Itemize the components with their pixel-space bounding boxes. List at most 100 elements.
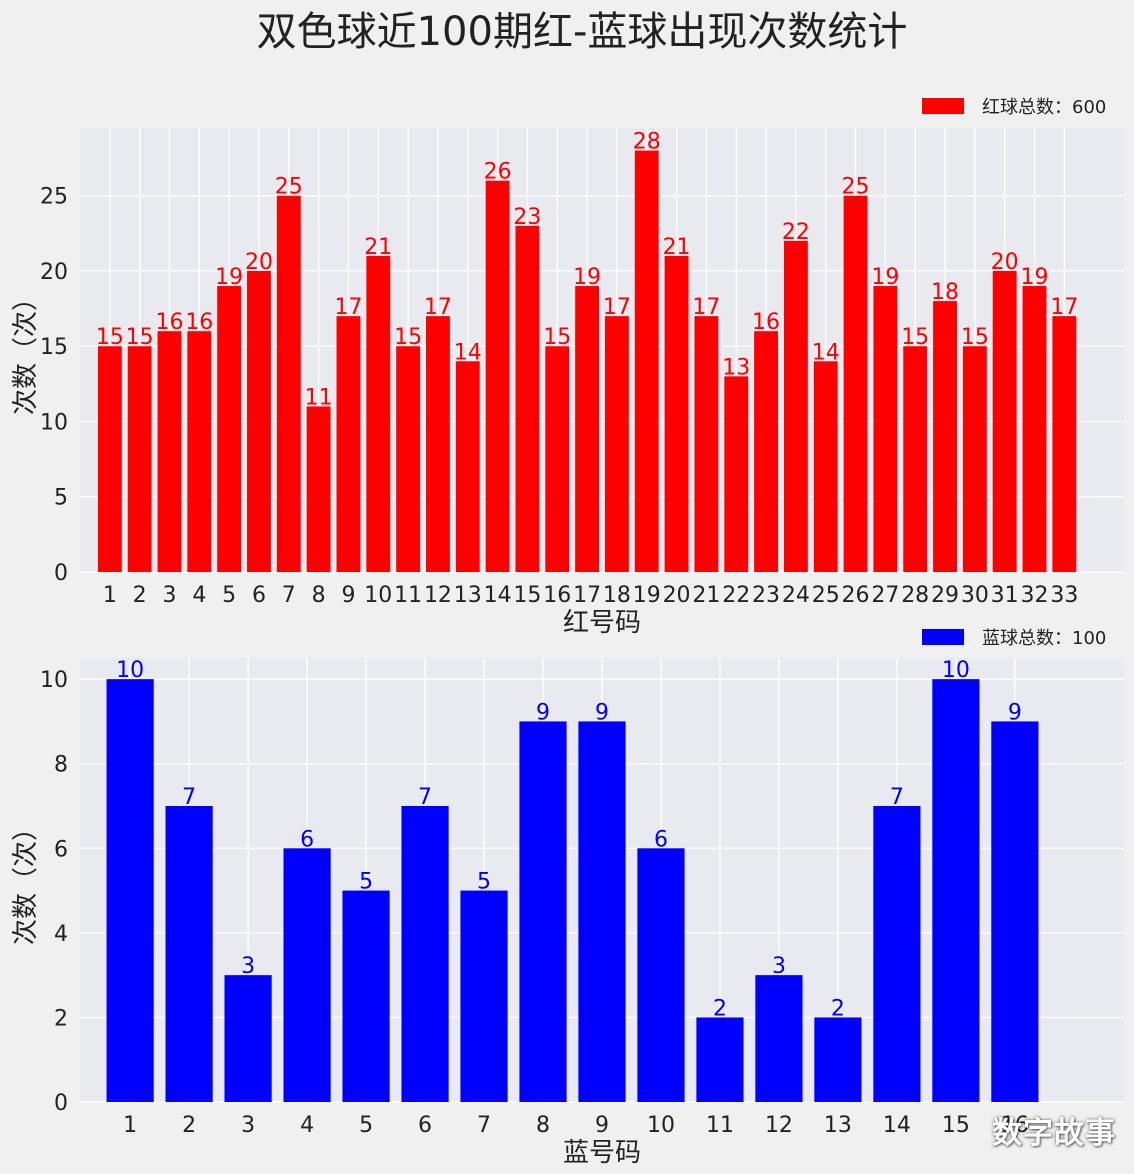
chart-title: 双色球近100期红-蓝球出现次数统计 xyxy=(257,9,908,55)
bar xyxy=(843,195,868,572)
y-tick-label: 15 xyxy=(40,335,68,360)
data-label: 15 xyxy=(126,325,154,350)
data-label: 16 xyxy=(155,310,183,335)
bar xyxy=(455,361,480,572)
y-tick-label: 8 xyxy=(54,753,68,778)
x-tick-label: 13 xyxy=(824,1113,852,1138)
bar xyxy=(366,255,391,573)
bar xyxy=(724,376,749,572)
data-label: 25 xyxy=(275,175,303,200)
data-label: 19 xyxy=(215,265,243,290)
x-tick-label: 30 xyxy=(961,583,989,608)
data-label: 18 xyxy=(931,280,959,305)
bar xyxy=(814,1017,862,1102)
blue-ball-chart: 0 2 4 6 8 10 10 1 7 2 3 3 6 4 5 5 7 6 5 7 9 8 9 9 6 10 2 11 3 12 2 13 7 1… xyxy=(11,628,1124,1168)
data-label: 9 xyxy=(595,700,609,725)
x-tick-label: 16 xyxy=(1001,1113,1029,1138)
bar xyxy=(755,975,803,1102)
x-tick-label: 16 xyxy=(543,583,571,608)
data-label: 15 xyxy=(901,325,929,350)
data-label: 11 xyxy=(305,385,333,410)
x-tick-label: 9 xyxy=(341,583,355,608)
data-label: 17 xyxy=(334,295,362,320)
x-tick-label: 22 xyxy=(722,583,750,608)
x-tick-label: 3 xyxy=(162,583,176,608)
y-tick-label: 0 xyxy=(54,561,68,586)
x-tick-label: 17 xyxy=(573,583,601,608)
bar xyxy=(306,406,331,572)
x-tick-label: 12 xyxy=(424,583,452,608)
x-tick-label: 32 xyxy=(1021,583,1049,608)
data-label: 2 xyxy=(831,996,845,1021)
bar xyxy=(247,270,271,572)
bar xyxy=(426,316,450,572)
bar xyxy=(396,346,421,572)
data-label: 3 xyxy=(772,954,786,979)
y-axis-title: 次数（次） xyxy=(11,815,41,945)
bar xyxy=(933,301,957,572)
data-label: 21 xyxy=(364,235,392,260)
data-label: 21 xyxy=(663,235,691,260)
data-label: 2 xyxy=(713,996,727,1021)
x-tick-label: 31 xyxy=(991,583,1019,608)
bar xyxy=(873,806,921,1102)
x-tick-label: 14 xyxy=(883,1113,911,1138)
x-tick-label: 13 xyxy=(454,583,482,608)
data-label: 26 xyxy=(484,160,512,185)
x-tick-label: 15 xyxy=(942,1113,970,1138)
data-label: 17 xyxy=(1050,295,1078,320)
bar xyxy=(515,225,540,572)
bar xyxy=(217,286,242,572)
data-label: 7 xyxy=(890,785,904,810)
data-label: 23 xyxy=(513,205,541,230)
data-label: 19 xyxy=(871,265,899,290)
legend-swatch xyxy=(922,629,964,645)
data-label: 10 xyxy=(116,658,144,683)
x-tick-label: 8 xyxy=(312,583,326,608)
x-tick-label: 1 xyxy=(103,583,117,608)
bar xyxy=(283,848,331,1102)
x-tick-label: 21 xyxy=(692,583,720,608)
data-label: 10 xyxy=(942,658,970,683)
data-label: 20 xyxy=(991,250,1019,275)
x-tick-label: 29 xyxy=(931,583,959,608)
data-label: 17 xyxy=(603,295,631,320)
legend-label: 蓝球总数：100 xyxy=(982,628,1106,649)
legend: 蓝球总数：100 xyxy=(922,628,1106,649)
data-label: 16 xyxy=(185,310,213,335)
x-tick-label: 19 xyxy=(633,583,661,608)
x-tick-label: 11 xyxy=(706,1113,734,1138)
x-tick-label: 9 xyxy=(595,1113,609,1138)
x-axis-title: 红号码 xyxy=(563,608,641,638)
x-tick-label: 7 xyxy=(282,583,296,608)
bar xyxy=(932,679,980,1102)
data-label: 14 xyxy=(454,340,482,365)
bar xyxy=(696,1017,744,1102)
data-label: 7 xyxy=(418,785,432,810)
data-label: 13 xyxy=(722,355,750,380)
x-axis-title: 蓝号码 xyxy=(563,1138,641,1168)
data-label: 15 xyxy=(961,325,989,350)
data-label: 7 xyxy=(182,785,196,810)
bar xyxy=(342,890,390,1102)
bar xyxy=(519,721,567,1102)
bar xyxy=(545,346,570,572)
bar xyxy=(187,331,212,572)
bar xyxy=(754,331,778,572)
bar xyxy=(1022,286,1047,572)
x-tick-label: 18 xyxy=(603,583,631,608)
data-label: 20 xyxy=(245,250,273,275)
data-label: 22 xyxy=(782,220,810,245)
x-tick-label: 7 xyxy=(477,1113,491,1138)
bar xyxy=(578,721,626,1102)
bar xyxy=(903,346,928,572)
bar xyxy=(106,679,154,1102)
bar xyxy=(127,346,152,572)
x-tick-label: 24 xyxy=(782,583,810,608)
bar xyxy=(604,316,629,572)
x-tick-label: 12 xyxy=(765,1113,793,1138)
bar xyxy=(485,180,510,572)
legend-label: 红球总数：600 xyxy=(982,97,1106,118)
x-tick-label: 15 xyxy=(513,583,541,608)
legend-swatch xyxy=(922,98,964,114)
